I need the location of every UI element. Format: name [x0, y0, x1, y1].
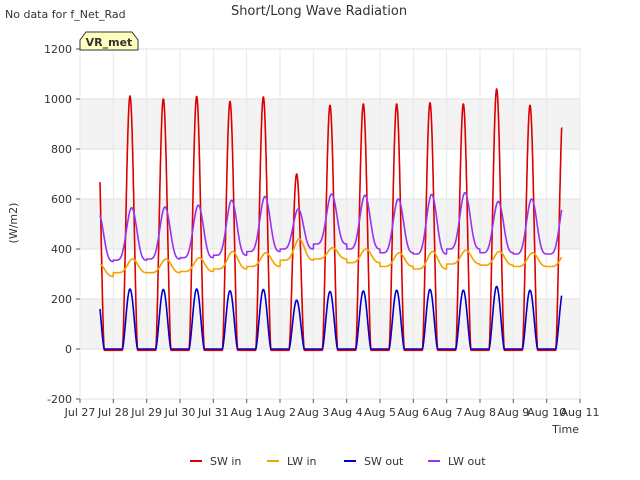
vr-met-badge: VR_met	[79, 31, 139, 51]
legend-label: LW out	[448, 455, 486, 468]
band-400-600	[80, 199, 580, 249]
y-tick-label: 400	[51, 243, 72, 256]
no-data-note: No data for f_Net_Rad	[5, 8, 126, 21]
legend-label: SW out	[364, 455, 404, 468]
band-1000-1200	[80, 49, 580, 99]
legend-item-lw-out: LW out	[428, 455, 486, 468]
x-tick-label: Jul 31	[197, 406, 229, 419]
legend-label: LW in	[287, 455, 317, 468]
y-tick-label: 1200	[44, 43, 72, 56]
x-tick-label: Aug 2	[264, 406, 296, 419]
badge-label: VR_met	[86, 36, 133, 49]
x-tick-label: Jul 27	[64, 406, 96, 419]
x-tick-label: Aug 8	[464, 406, 496, 419]
x-tick-label: Jul 28	[97, 406, 129, 419]
x-tick-label: Jul 30	[164, 406, 196, 419]
x-tick-label: Aug 10	[527, 406, 566, 419]
series-line-lw-in	[99, 238, 563, 278]
x-tick-label: Aug 4	[331, 406, 363, 419]
y-axis-ticks: -200 0 200 400 600 800 1000 1200	[44, 43, 80, 406]
legend-item-sw-in: SW in	[190, 455, 241, 468]
x-axis-ticks: Jul 27 Jul 28 Jul 29 Jul 30 Jul 31 Aug 1 Aug 2…	[64, 399, 600, 419]
series-line-sw-in	[99, 88, 563, 352]
y-tick-label: 600	[51, 193, 72, 206]
x-axis-label: Time	[551, 423, 579, 436]
x-tick-label: Aug 11	[561, 406, 600, 419]
legend: SW in LW in SW out LW out	[190, 455, 486, 468]
legend-item-sw-out: SW out	[344, 455, 404, 468]
band--200-0	[80, 349, 580, 399]
y-tick-label: 800	[51, 143, 72, 156]
x-tick-label: Jul 29	[130, 406, 162, 419]
y-tick-label: 1000	[44, 93, 72, 106]
x-tick-label: Aug 1	[231, 406, 263, 419]
x-tick-label: Aug 3	[297, 406, 329, 419]
y-axis-label: (W/m2)	[7, 203, 20, 244]
legend-item-lw-in: LW in	[267, 455, 317, 468]
band-600-800	[80, 149, 580, 199]
band-0-200	[80, 299, 580, 349]
x-tick-label: Aug 6	[397, 406, 429, 419]
x-tick-label: Aug 5	[364, 406, 396, 419]
plot-background-bands	[80, 49, 580, 399]
chart-title: Short/Long Wave Radiation	[231, 4, 407, 19]
series-line-sw-out	[99, 285, 563, 350]
y-tick-label: -200	[47, 393, 72, 406]
x-tick-label: Aug 9	[497, 406, 529, 419]
y-tick-label: 200	[51, 293, 72, 306]
x-tick-label: Aug 7	[431, 406, 463, 419]
y-tick-label: 0	[65, 343, 72, 356]
legend-label: SW in	[210, 455, 241, 468]
series-line-lw-out	[99, 192, 563, 263]
series-layer	[99, 88, 563, 352]
